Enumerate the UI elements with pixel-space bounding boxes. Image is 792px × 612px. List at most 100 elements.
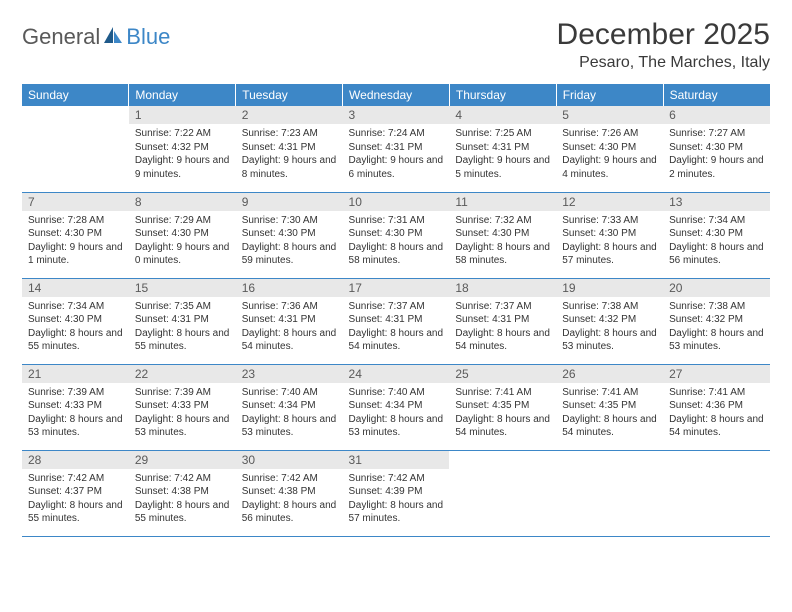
calendar-day-cell: 21Sunrise: 7:39 AMSunset: 4:33 PMDayligh… — [22, 364, 129, 450]
day-number: 10 — [343, 193, 450, 211]
calendar-day-cell: 2Sunrise: 7:23 AMSunset: 4:31 PMDaylight… — [236, 106, 343, 192]
calendar-body: 1Sunrise: 7:22 AMSunset: 4:32 PMDaylight… — [22, 106, 770, 536]
day-number: 2 — [236, 106, 343, 124]
day-details: Sunrise: 7:30 AMSunset: 4:30 PMDaylight:… — [236, 211, 343, 271]
calendar-day-cell — [663, 450, 770, 536]
calendar-day-cell: 8Sunrise: 7:29 AMSunset: 4:30 PMDaylight… — [129, 192, 236, 278]
day-number: 14 — [22, 279, 129, 297]
title-block: December 2025 Pesaro, The Marches, Italy — [557, 18, 770, 72]
weekday-header: Thursday — [449, 84, 556, 106]
page-title: December 2025 — [557, 18, 770, 52]
day-details: Sunrise: 7:33 AMSunset: 4:30 PMDaylight:… — [556, 211, 663, 271]
day-number: 31 — [343, 451, 450, 469]
logo-text-blue: Blue — [126, 24, 170, 50]
day-details: Sunrise: 7:41 AMSunset: 4:35 PMDaylight:… — [449, 383, 556, 443]
day-details: Sunrise: 7:40 AMSunset: 4:34 PMDaylight:… — [343, 383, 450, 443]
calendar-day-cell: 1Sunrise: 7:22 AMSunset: 4:32 PMDaylight… — [129, 106, 236, 192]
day-number: 4 — [449, 106, 556, 124]
calendar-day-cell: 25Sunrise: 7:41 AMSunset: 4:35 PMDayligh… — [449, 364, 556, 450]
calendar-day-cell: 17Sunrise: 7:37 AMSunset: 4:31 PMDayligh… — [343, 278, 450, 364]
day-details: Sunrise: 7:35 AMSunset: 4:31 PMDaylight:… — [129, 297, 236, 357]
day-details: Sunrise: 7:25 AMSunset: 4:31 PMDaylight:… — [449, 124, 556, 184]
calendar-day-cell: 18Sunrise: 7:37 AMSunset: 4:31 PMDayligh… — [449, 278, 556, 364]
calendar-week-row: 7Sunrise: 7:28 AMSunset: 4:30 PMDaylight… — [22, 192, 770, 278]
calendar-day-cell: 11Sunrise: 7:32 AMSunset: 4:30 PMDayligh… — [449, 192, 556, 278]
calendar-week-row: 28Sunrise: 7:42 AMSunset: 4:37 PMDayligh… — [22, 450, 770, 536]
day-details: Sunrise: 7:41 AMSunset: 4:35 PMDaylight:… — [556, 383, 663, 443]
day-details: Sunrise: 7:36 AMSunset: 4:31 PMDaylight:… — [236, 297, 343, 357]
day-number: 22 — [129, 365, 236, 383]
calendar-day-cell: 13Sunrise: 7:34 AMSunset: 4:30 PMDayligh… — [663, 192, 770, 278]
calendar-day-cell: 6Sunrise: 7:27 AMSunset: 4:30 PMDaylight… — [663, 106, 770, 192]
calendar-day-cell: 26Sunrise: 7:41 AMSunset: 4:35 PMDayligh… — [556, 364, 663, 450]
calendar-day-cell: 14Sunrise: 7:34 AMSunset: 4:30 PMDayligh… — [22, 278, 129, 364]
day-details: Sunrise: 7:42 AMSunset: 4:38 PMDaylight:… — [129, 469, 236, 529]
day-number: 5 — [556, 106, 663, 124]
day-details: Sunrise: 7:38 AMSunset: 4:32 PMDaylight:… — [556, 297, 663, 357]
day-number: 9 — [236, 193, 343, 211]
header: General Blue December 2025 Pesaro, The M… — [22, 18, 770, 72]
calendar-day-cell: 24Sunrise: 7:40 AMSunset: 4:34 PMDayligh… — [343, 364, 450, 450]
day-number: 28 — [22, 451, 129, 469]
day-details: Sunrise: 7:40 AMSunset: 4:34 PMDaylight:… — [236, 383, 343, 443]
calendar-day-cell: 20Sunrise: 7:38 AMSunset: 4:32 PMDayligh… — [663, 278, 770, 364]
calendar-week-row: 1Sunrise: 7:22 AMSunset: 4:32 PMDaylight… — [22, 106, 770, 192]
day-number: 20 — [663, 279, 770, 297]
day-details: Sunrise: 7:37 AMSunset: 4:31 PMDaylight:… — [449, 297, 556, 357]
day-number: 12 — [556, 193, 663, 211]
day-details: Sunrise: 7:24 AMSunset: 4:31 PMDaylight:… — [343, 124, 450, 184]
day-details: Sunrise: 7:38 AMSunset: 4:32 PMDaylight:… — [663, 297, 770, 357]
calendar-table: SundayMondayTuesdayWednesdayThursdayFrid… — [22, 84, 770, 537]
day-details: Sunrise: 7:22 AMSunset: 4:32 PMDaylight:… — [129, 124, 236, 184]
logo: General Blue — [22, 18, 170, 50]
day-details: Sunrise: 7:34 AMSunset: 4:30 PMDaylight:… — [663, 211, 770, 271]
calendar-day-cell: 29Sunrise: 7:42 AMSunset: 4:38 PMDayligh… — [129, 450, 236, 536]
day-number: 26 — [556, 365, 663, 383]
day-number: 19 — [556, 279, 663, 297]
day-details: Sunrise: 7:41 AMSunset: 4:36 PMDaylight:… — [663, 383, 770, 443]
day-details: Sunrise: 7:31 AMSunset: 4:30 PMDaylight:… — [343, 211, 450, 271]
weekday-header: Tuesday — [236, 84, 343, 106]
calendar-day-cell — [556, 450, 663, 536]
day-details: Sunrise: 7:39 AMSunset: 4:33 PMDaylight:… — [129, 383, 236, 443]
calendar-day-cell — [22, 106, 129, 192]
day-details: Sunrise: 7:37 AMSunset: 4:31 PMDaylight:… — [343, 297, 450, 357]
day-number: 11 — [449, 193, 556, 211]
calendar-day-cell: 31Sunrise: 7:42 AMSunset: 4:39 PMDayligh… — [343, 450, 450, 536]
calendar-week-row: 14Sunrise: 7:34 AMSunset: 4:30 PMDayligh… — [22, 278, 770, 364]
calendar-week-row: 21Sunrise: 7:39 AMSunset: 4:33 PMDayligh… — [22, 364, 770, 450]
calendar-day-cell: 22Sunrise: 7:39 AMSunset: 4:33 PMDayligh… — [129, 364, 236, 450]
day-details: Sunrise: 7:42 AMSunset: 4:37 PMDaylight:… — [22, 469, 129, 529]
calendar-day-cell: 19Sunrise: 7:38 AMSunset: 4:32 PMDayligh… — [556, 278, 663, 364]
day-number: 18 — [449, 279, 556, 297]
weekday-header-row: SundayMondayTuesdayWednesdayThursdayFrid… — [22, 84, 770, 106]
calendar-day-cell: 7Sunrise: 7:28 AMSunset: 4:30 PMDaylight… — [22, 192, 129, 278]
day-number: 3 — [343, 106, 450, 124]
calendar-day-cell: 10Sunrise: 7:31 AMSunset: 4:30 PMDayligh… — [343, 192, 450, 278]
day-details: Sunrise: 7:34 AMSunset: 4:30 PMDaylight:… — [22, 297, 129, 357]
day-number: 21 — [22, 365, 129, 383]
calendar-day-cell: 28Sunrise: 7:42 AMSunset: 4:37 PMDayligh… — [22, 450, 129, 536]
calendar-day-cell: 16Sunrise: 7:36 AMSunset: 4:31 PMDayligh… — [236, 278, 343, 364]
calendar-day-cell: 12Sunrise: 7:33 AMSunset: 4:30 PMDayligh… — [556, 192, 663, 278]
day-number: 8 — [129, 193, 236, 211]
day-number: 30 — [236, 451, 343, 469]
location-label: Pesaro, The Marches, Italy — [557, 54, 770, 72]
day-details: Sunrise: 7:39 AMSunset: 4:33 PMDaylight:… — [22, 383, 129, 443]
weekday-header: Friday — [556, 84, 663, 106]
calendar-day-cell: 4Sunrise: 7:25 AMSunset: 4:31 PMDaylight… — [449, 106, 556, 192]
day-details: Sunrise: 7:28 AMSunset: 4:30 PMDaylight:… — [22, 211, 129, 271]
calendar-day-cell: 27Sunrise: 7:41 AMSunset: 4:36 PMDayligh… — [663, 364, 770, 450]
day-number: 27 — [663, 365, 770, 383]
logo-sail-icon — [102, 25, 124, 50]
day-number: 1 — [129, 106, 236, 124]
day-number: 15 — [129, 279, 236, 297]
day-number: 16 — [236, 279, 343, 297]
weekday-header: Wednesday — [343, 84, 450, 106]
calendar-day-cell: 9Sunrise: 7:30 AMSunset: 4:30 PMDaylight… — [236, 192, 343, 278]
calendar-day-cell: 3Sunrise: 7:24 AMSunset: 4:31 PMDaylight… — [343, 106, 450, 192]
weekday-header: Saturday — [663, 84, 770, 106]
calendar-day-cell: 5Sunrise: 7:26 AMSunset: 4:30 PMDaylight… — [556, 106, 663, 192]
day-number: 17 — [343, 279, 450, 297]
day-details: Sunrise: 7:32 AMSunset: 4:30 PMDaylight:… — [449, 211, 556, 271]
